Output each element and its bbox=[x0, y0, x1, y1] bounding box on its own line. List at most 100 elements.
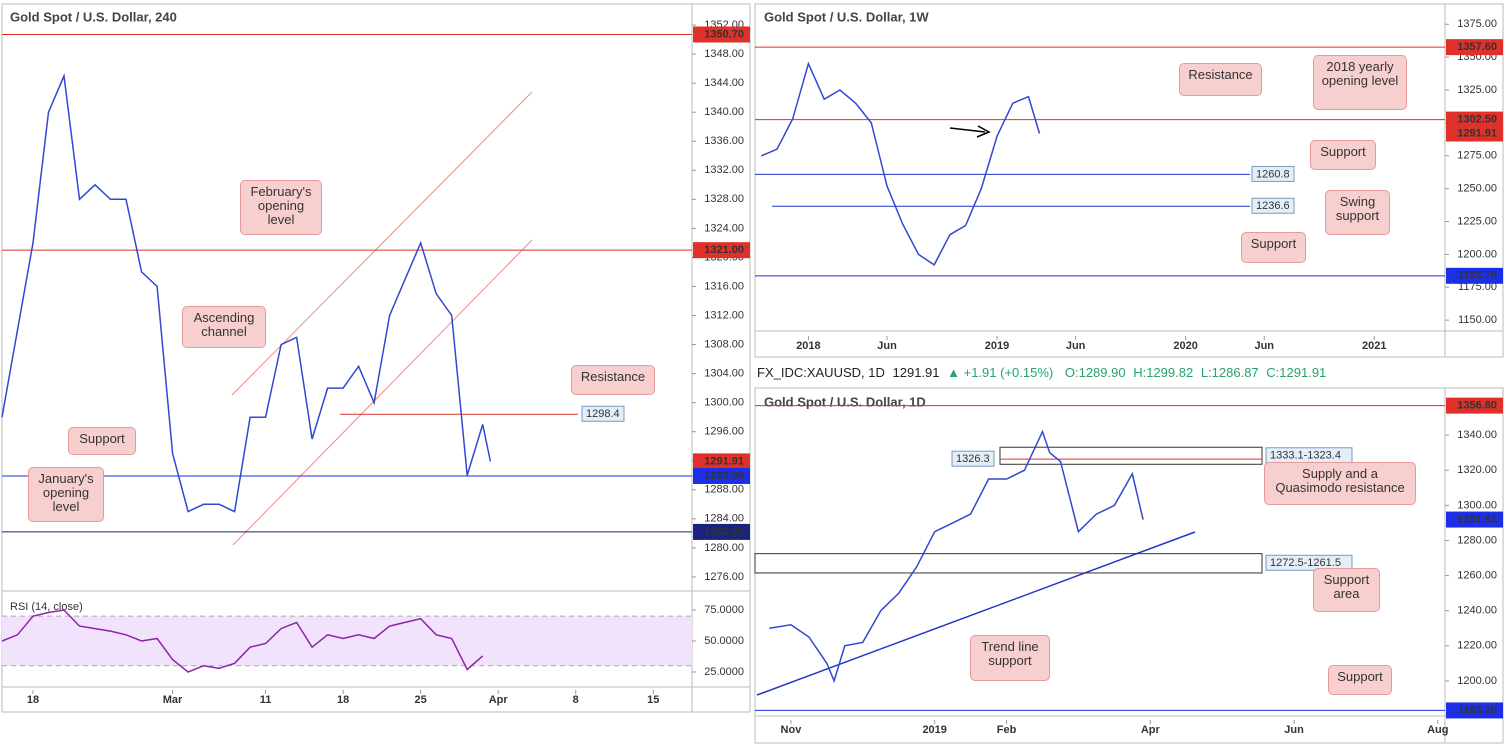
channel-line bbox=[232, 239, 533, 546]
y-tick-label: 1225.00 bbox=[1457, 215, 1497, 227]
panel-title: RSI (14, close) bbox=[10, 601, 83, 613]
price-tag bbox=[1446, 397, 1503, 414]
y-tick-label: 1220.00 bbox=[1457, 640, 1497, 652]
y-tick-label: 1300.00 bbox=[704, 397, 744, 409]
level-tag bbox=[581, 405, 625, 422]
x-tick-label: Apr bbox=[489, 694, 509, 706]
close: C:1291.91 bbox=[1266, 365, 1327, 380]
zone-label-box bbox=[1265, 554, 1353, 571]
y-tick-label: 1325.00 bbox=[1457, 84, 1497, 96]
x-tick-label: 2019 bbox=[922, 724, 946, 736]
callout: Supply and a Quasimodo resistance bbox=[1264, 462, 1416, 505]
callout: Support bbox=[68, 427, 136, 455]
y-tick-label: 1328.00 bbox=[704, 193, 744, 205]
price-tag bbox=[1446, 125, 1503, 142]
y-tick-label: 1175.00 bbox=[1458, 281, 1497, 293]
level-tag-text: 1326.3 bbox=[956, 453, 990, 465]
panel-title: Gold Spot / U.S. Dollar, 1D bbox=[764, 394, 926, 409]
price: 1291.91 bbox=[892, 365, 940, 380]
rsi-band bbox=[2, 616, 692, 666]
y-tick-label: 1320.00 bbox=[1457, 464, 1497, 476]
y-tick-label: 1300.00 bbox=[1457, 499, 1497, 511]
y-tick-label: 1296.00 bbox=[704, 426, 744, 438]
price-line bbox=[1, 609, 484, 673]
zone bbox=[999, 446, 1263, 465]
price-tag-text: 1282.20 bbox=[704, 526, 744, 538]
y-tick-label: 75.0000 bbox=[704, 604, 744, 616]
low: L:1286.87 bbox=[1200, 365, 1259, 380]
price-tag bbox=[1446, 511, 1503, 528]
x-tick-label: 18 bbox=[337, 694, 349, 706]
callout: Support bbox=[1310, 140, 1376, 170]
price-tag-text: 1291.91 bbox=[1457, 127, 1497, 139]
price-tag-text: 1291.91 bbox=[704, 455, 744, 467]
zone-label: 1272.5-1261.5 bbox=[1270, 557, 1341, 569]
x-tick-label: Jun bbox=[1254, 340, 1274, 352]
y-tick-label: 1308.00 bbox=[704, 338, 744, 350]
price-tag-text: 1302.50 bbox=[1457, 113, 1497, 125]
y-tick-label: 25.0000 bbox=[704, 666, 744, 678]
price-tag-text: 1289.90 bbox=[704, 470, 744, 482]
open: O:1289.90 bbox=[1064, 365, 1126, 380]
zone bbox=[754, 553, 1263, 574]
symbol: FX_IDC:XAUUSD, 1D bbox=[757, 365, 885, 380]
y-tick-label: 1340.00 bbox=[1457, 429, 1497, 441]
price-tag bbox=[1446, 111, 1503, 128]
y-tick-label: 1344.00 bbox=[704, 77, 744, 89]
channel-line bbox=[231, 91, 533, 396]
price-line bbox=[1, 73, 492, 513]
price-line bbox=[769, 429, 1144, 684]
x-tick-label: Nov bbox=[781, 724, 803, 736]
x-tick-label: 2020 bbox=[1173, 340, 1197, 352]
callout: Support area bbox=[1313, 568, 1380, 612]
price-tag bbox=[693, 523, 750, 540]
arrow-head bbox=[976, 125, 991, 138]
y-tick-label: 1260.00 bbox=[1457, 569, 1497, 581]
arrow bbox=[949, 127, 986, 133]
callout: Support bbox=[1241, 232, 1306, 263]
price-tag-text: 1291.91 bbox=[1457, 513, 1497, 525]
price-tag-text: 1183.20 bbox=[1458, 704, 1497, 716]
y-tick-label: 1150.00 bbox=[1458, 314, 1497, 326]
price-tag-text: 1357.60 bbox=[1457, 41, 1497, 53]
price-tag-text: 1356.80 bbox=[1457, 400, 1497, 412]
y-tick-label: 1280.00 bbox=[1457, 534, 1497, 546]
x-tick-label: 18 bbox=[27, 694, 39, 706]
callout: January's opening level bbox=[28, 467, 104, 522]
price-tag bbox=[1446, 39, 1503, 56]
y-tick-label: 50.0000 bbox=[704, 635, 744, 647]
x-tick-label: Aug bbox=[1427, 724, 1448, 736]
level-tag-text: 1236.6 bbox=[1256, 200, 1290, 212]
price-tag bbox=[693, 467, 750, 484]
x-tick-label: 2019 bbox=[985, 340, 1009, 352]
y-tick-label: 1304.00 bbox=[704, 368, 744, 380]
callout: 2018 yearly opening level bbox=[1313, 55, 1407, 110]
price-tag bbox=[693, 242, 750, 259]
change-text: +1.91 (+0.15%) bbox=[963, 365, 1054, 380]
y-tick-label: 1250.00 bbox=[1457, 183, 1497, 195]
trend-line bbox=[756, 531, 1196, 696]
callout: Resistance bbox=[1179, 63, 1262, 96]
x-tick-label: 2018 bbox=[796, 340, 820, 352]
y-tick-label: 1200.00 bbox=[1457, 675, 1497, 687]
y-tick-label: 1276.00 bbox=[704, 571, 744, 583]
price-tag-text: 1321.00 bbox=[704, 244, 744, 256]
price-tag bbox=[693, 453, 750, 470]
callout: Swing support bbox=[1325, 190, 1390, 235]
x-tick-label: Feb bbox=[997, 724, 1017, 736]
y-tick-label: 1340.00 bbox=[704, 106, 744, 118]
callout: Resistance bbox=[571, 365, 655, 395]
level-tag-text: 1260.8 bbox=[1256, 168, 1290, 180]
x-tick-label: 8 bbox=[573, 694, 579, 706]
price-tag-text: 1350.70 bbox=[704, 28, 744, 40]
panel-title: Gold Spot / U.S. Dollar, 240 bbox=[10, 9, 177, 24]
callout: Support bbox=[1328, 665, 1392, 695]
y-tick-label: 1336.00 bbox=[704, 135, 744, 147]
x-tick-label: Apr bbox=[1141, 724, 1161, 736]
level-tag bbox=[951, 450, 995, 467]
price-tag-text: 1183.70 bbox=[1458, 270, 1497, 282]
x-tick-label: 11 bbox=[260, 694, 272, 706]
level-tag bbox=[1251, 197, 1295, 214]
